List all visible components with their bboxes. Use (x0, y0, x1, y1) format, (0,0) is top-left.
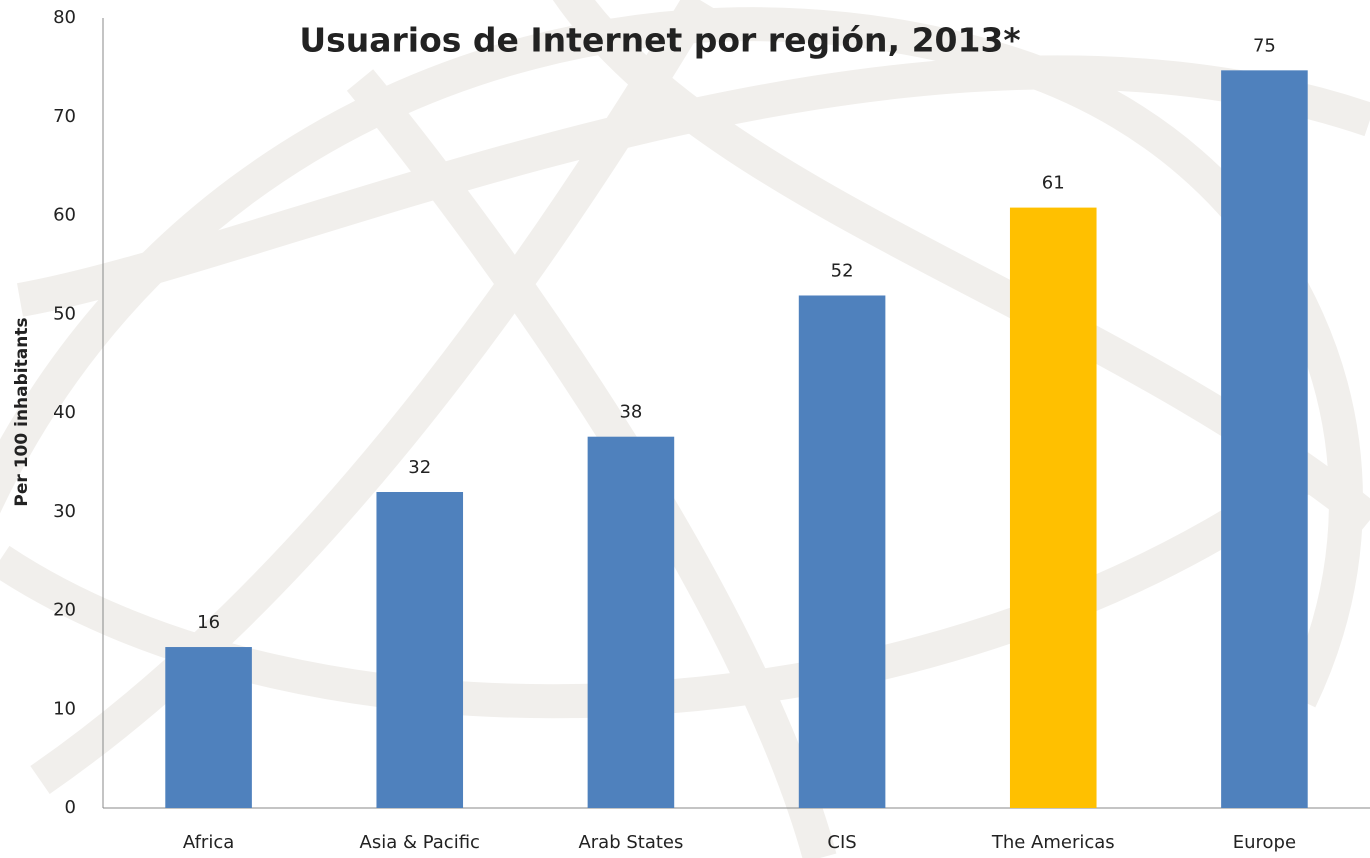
y-tick-label: 30 (53, 501, 76, 522)
bar (587, 436, 675, 808)
bar (376, 492, 464, 808)
x-tick-label: The Americas (991, 832, 1115, 853)
y-tick-label: 50 (53, 303, 76, 324)
y-tick-label: 40 (53, 402, 76, 423)
x-tick-label: CIS (827, 832, 856, 853)
bar (1009, 207, 1097, 809)
y-axis-label: Per 100 inhabitants (12, 317, 32, 506)
x-tick-label: Arab States (578, 832, 683, 853)
x-tick-label: Asia & Pacific (360, 832, 480, 853)
x-tick-label: Africa (183, 832, 234, 853)
data-label: 61 (1042, 173, 1065, 194)
data-label: 52 (831, 260, 854, 281)
bar (1221, 70, 1308, 808)
y-tick-label: 10 (53, 698, 76, 719)
data-label: 38 (619, 402, 642, 423)
data-label: 75 (1253, 35, 1276, 56)
y-tick-label: 70 (53, 106, 76, 127)
bar (165, 647, 252, 808)
x-tick-label: Europe (1233, 832, 1296, 853)
y-tick-label: 60 (53, 205, 76, 226)
y-tick-label: 0 (65, 797, 76, 818)
data-label: 16 (197, 612, 220, 633)
y-tick-label: 20 (53, 600, 76, 621)
chart-title: Usuarios de Internet por región, 2013* (299, 21, 1020, 60)
y-tick-label: 80 (53, 7, 76, 28)
bar (798, 295, 886, 808)
data-label: 32 (408, 457, 431, 478)
